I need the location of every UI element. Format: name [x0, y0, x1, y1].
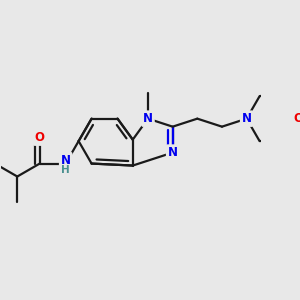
- Text: N: N: [168, 146, 178, 159]
- Text: O: O: [293, 112, 300, 125]
- Text: N: N: [143, 112, 153, 125]
- Text: N: N: [242, 112, 252, 125]
- Text: O: O: [35, 131, 45, 144]
- Text: N: N: [61, 154, 71, 166]
- Text: H: H: [61, 165, 70, 175]
